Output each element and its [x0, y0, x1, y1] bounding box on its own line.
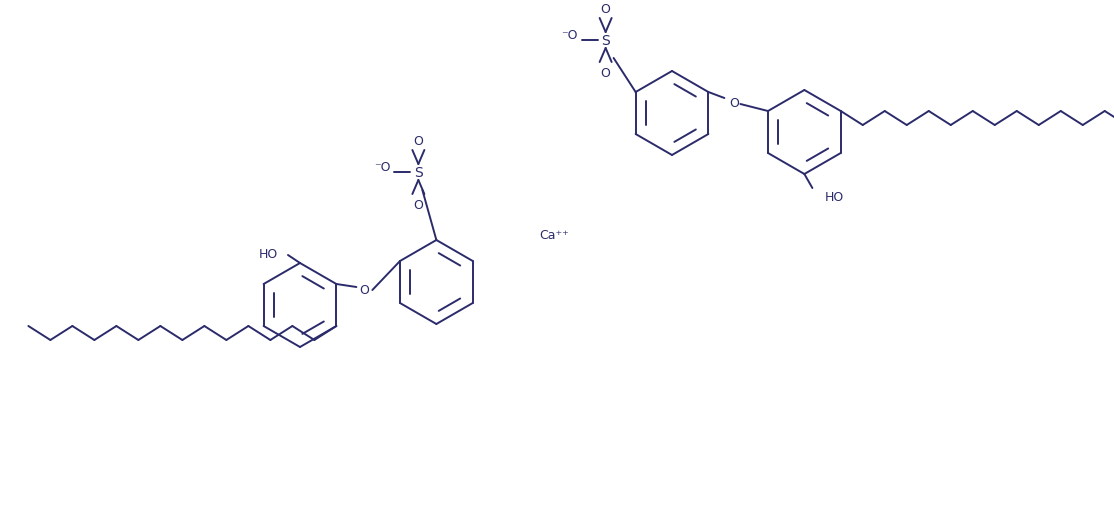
- Text: O: O: [600, 66, 610, 79]
- Text: ⁻O: ⁻O: [561, 28, 578, 41]
- Text: HO: HO: [824, 190, 843, 203]
- Text: O: O: [413, 198, 423, 211]
- Text: O: O: [413, 134, 423, 147]
- Text: S: S: [602, 34, 610, 48]
- Text: O: O: [360, 284, 370, 297]
- Text: HO: HO: [258, 247, 277, 260]
- Text: Ca⁺⁺: Ca⁺⁺: [539, 228, 568, 241]
- Text: O: O: [730, 96, 740, 109]
- Text: ⁻O: ⁻O: [374, 160, 391, 173]
- Text: O: O: [600, 3, 610, 16]
- Text: S: S: [414, 166, 422, 180]
